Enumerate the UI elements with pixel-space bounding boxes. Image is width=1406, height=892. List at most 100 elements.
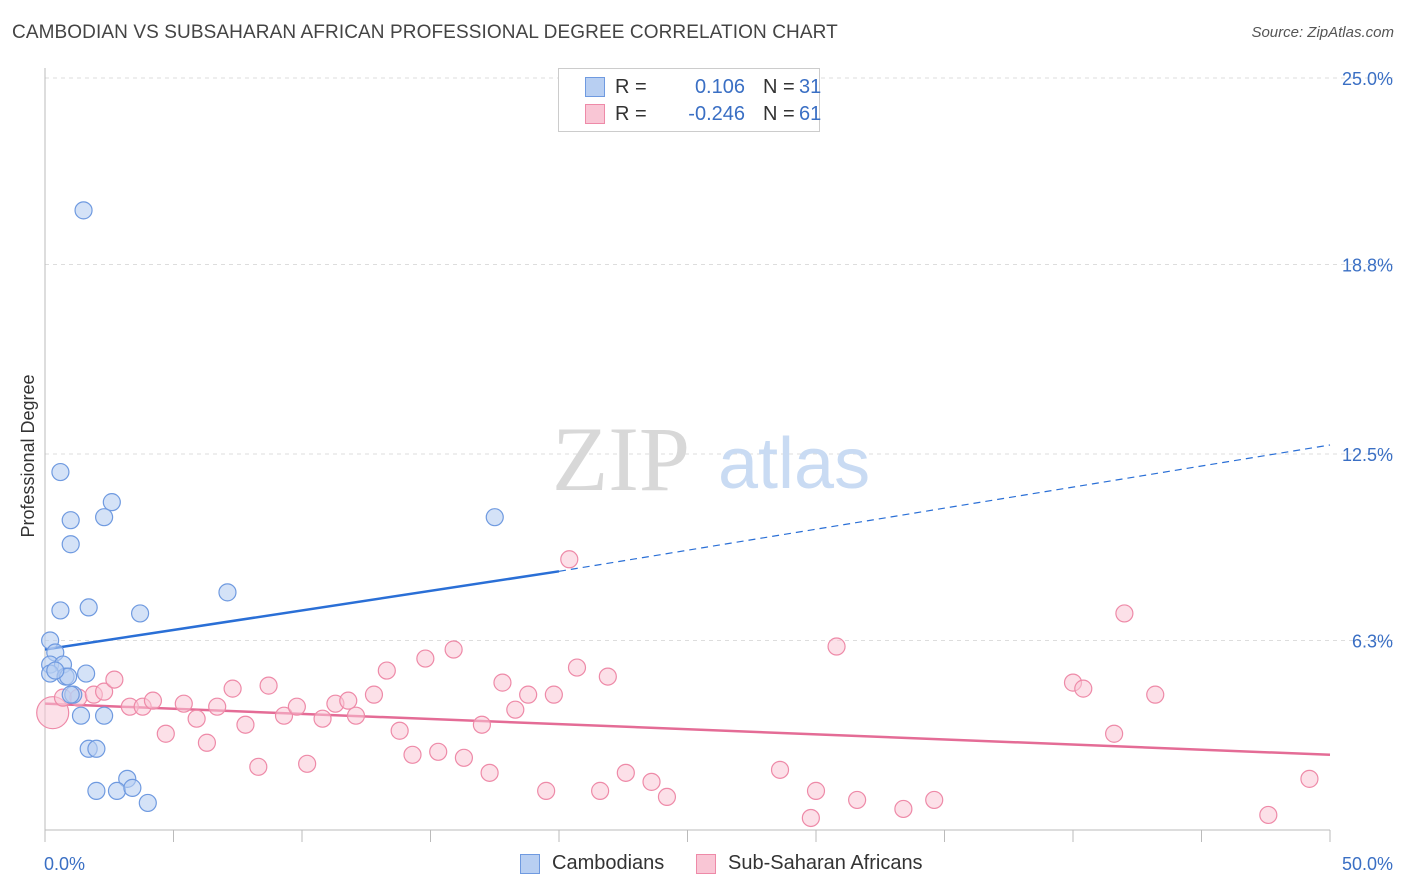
n-label: N =: [763, 103, 795, 125]
cambodian-data-point: [46, 661, 65, 680]
cambodian-data-point: [51, 601, 70, 620]
african-data-point: [416, 649, 435, 668]
y-tick-label: 25.0%: [1342, 69, 1393, 89]
african-data-point: [444, 640, 463, 659]
african-data-point: [390, 721, 409, 740]
cambodian-data-point: [61, 511, 80, 530]
cambodian-data-point: [71, 706, 91, 725]
african-trend-line: [44, 702, 1331, 757]
african-data-point: [143, 691, 163, 710]
cambodian-swatch: [585, 77, 605, 97]
african-data-point: [197, 733, 217, 752]
cambodian-data-point: [107, 781, 127, 800]
cambodian-data-point: [485, 508, 504, 527]
r-value: 0.106: [694, 76, 745, 98]
african-data-point: [287, 697, 306, 716]
watermark-atlas: atlas: [718, 424, 870, 504]
cambodian-data-point: [102, 493, 121, 512]
cambodian-trend-line: [44, 570, 560, 651]
y-tick-label: 6.3%: [1352, 631, 1393, 651]
cambodian-data-point: [138, 793, 157, 813]
african-data-point: [259, 676, 278, 695]
african-data-point: [364, 685, 384, 704]
african-data-point: [925, 790, 944, 810]
african-data-point: [156, 724, 175, 743]
legend-label: Cambodians: [552, 852, 665, 874]
cambodian-data-point: [79, 598, 98, 617]
african-data-point: [770, 760, 790, 779]
african-data-point: [187, 709, 206, 728]
african-data-point: [493, 673, 512, 692]
african-data-point: [537, 781, 556, 800]
african-data-point: [223, 679, 242, 698]
cambodian-data-point: [61, 685, 80, 704]
cambodian-data-point: [87, 739, 106, 758]
african-data-point: [105, 670, 124, 689]
african-data-point: [519, 685, 538, 704]
african-data-point: [567, 658, 587, 677]
y-tick-label: 12.5%: [1342, 445, 1393, 465]
african-data-point: [1300, 769, 1319, 788]
african-data-point: [894, 799, 913, 819]
cambodian-data-point: [87, 781, 106, 800]
n-label: N =: [763, 76, 795, 98]
african-data-point: [480, 763, 499, 782]
african-data-point: [642, 772, 661, 791]
african-data-point: [544, 685, 563, 704]
r-value: -0.246: [688, 103, 745, 125]
african-data-point: [208, 697, 227, 716]
cambodian-data-point: [95, 508, 114, 527]
y-axis-label: Professional Degree: [18, 374, 38, 537]
n-value: 31: [799, 76, 822, 98]
x-tick-label-max: 50.0%: [1342, 854, 1393, 874]
african-data-point: [806, 781, 826, 800]
source-label: Source: ZipAtlas.com: [1251, 24, 1394, 41]
african-data-point: [174, 694, 193, 713]
cambodian-data-point: [51, 462, 70, 482]
cambodian-legend-swatch: [520, 854, 540, 874]
legend-label: Sub-Saharan Africans: [728, 852, 923, 874]
african-data-point: [377, 661, 396, 680]
cambodian-data-point: [95, 706, 114, 725]
african-data-point: [1115, 604, 1134, 623]
african-legend-swatch: [696, 854, 716, 874]
african-data-point: [236, 715, 255, 734]
cambodian-data-point: [130, 604, 150, 623]
watermark-zip: ZIP: [552, 408, 690, 510]
cambodian-data-point: [77, 664, 96, 683]
african-data-point: [657, 787, 677, 807]
african-data-point: [1105, 724, 1124, 743]
african-data-point: [249, 757, 268, 776]
cambodian-data-point: [218, 583, 237, 602]
chart-title: CAMBODIAN VS SUBSAHARAN AFRICAN PROFESSI…: [12, 22, 838, 43]
african-data-point: [598, 667, 617, 686]
x-tick-label-min: 0.0%: [44, 854, 85, 874]
n-value: 61: [799, 103, 822, 125]
african-data-point: [827, 637, 846, 656]
african-data-point: [313, 709, 332, 728]
african-data-point: [848, 790, 867, 810]
correlation-legend: R = 0.106 N = 31 R = -0.246 N = 61: [558, 68, 822, 132]
african-data-point: [801, 808, 820, 828]
cambodian-data-point: [61, 535, 80, 554]
r-label: R =: [615, 103, 647, 125]
african-data-point: [472, 715, 491, 734]
cambodian-data-point: [74, 201, 93, 220]
african-data-point: [616, 763, 635, 782]
african-data-point: [560, 550, 579, 569]
african-data-point: [339, 691, 358, 710]
african-data-point: [346, 706, 366, 725]
african-data-point: [298, 754, 317, 773]
r-label: R =: [615, 76, 647, 98]
african-data-point: [506, 700, 525, 719]
african-data-point: [95, 682, 114, 701]
african-data-point: [403, 745, 422, 764]
african-data-point: [591, 781, 610, 800]
african-data-point: [1074, 679, 1093, 698]
cambodian-trend-projection: [558, 444, 1331, 572]
y-tick-label: 18.8%: [1342, 255, 1393, 275]
cambodian-data-point: [123, 778, 142, 797]
african-data-point: [274, 706, 294, 725]
african-data-point: [1259, 805, 1278, 825]
